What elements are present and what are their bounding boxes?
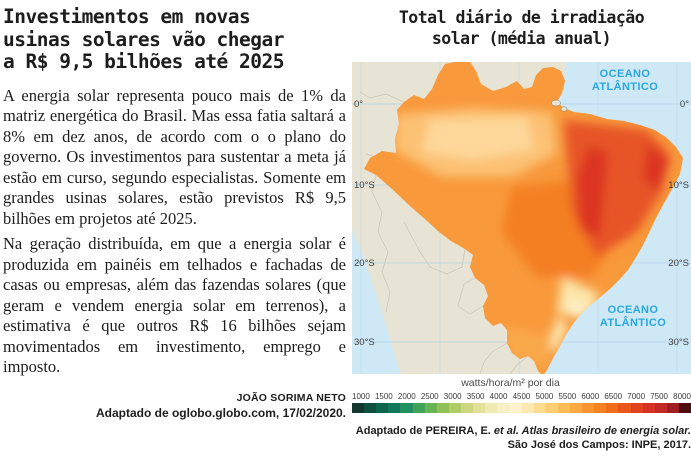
latitude-label: 20°S	[354, 258, 375, 269]
legend-color-segment	[424, 403, 437, 413]
legend-color-segment	[606, 403, 619, 413]
latitude-labels: 0° 10°S 20°S 30°S 0° 10°S 20°S 30°S	[354, 99, 689, 348]
legend-color-segment	[388, 403, 401, 413]
legend-color-segment	[642, 403, 655, 413]
legend-tick-label: 1000	[352, 392, 370, 401]
legend-color-segment	[497, 403, 510, 413]
article-title-line: usinas solares vão chegar	[3, 27, 285, 51]
legend-tick-label: 6500	[604, 392, 623, 401]
article-source-credit: Adaptado de oglobo.globo.com, 17/02/2020…	[95, 405, 346, 420]
legend-values: 1000 1500 2000 2500 3000 3500 4000 4500 5000 5500…	[352, 392, 691, 401]
legend-color-segment	[533, 403, 546, 413]
figure-title-line: Total diário de irradiação	[398, 8, 645, 27]
legend-color-segment	[630, 403, 643, 413]
legend-tick-label: 7000	[627, 392, 646, 401]
article-paragraph-1: A energia solar representa pouco mais de…	[3, 85, 346, 228]
figure-credit-italic: et al. Atlas brasileiro de energia solar…	[493, 425, 691, 437]
latitude-label: 10°S	[668, 180, 689, 191]
legend-tick-label: 1500	[374, 392, 393, 401]
latitude-label: 0°	[680, 99, 689, 110]
legend-color-segment	[460, 403, 474, 413]
legend-color-segment	[618, 403, 631, 413]
legend-color-segment	[509, 403, 522, 413]
legend-tick-label: 3000	[443, 392, 462, 401]
legend-tick-label: 7500	[650, 392, 668, 401]
legend-tick-label: 5000	[535, 392, 554, 401]
legend-color-segment	[448, 403, 461, 413]
figure-credit: Adaptado de PEREIRA, E. et al. Atlas bra…	[352, 425, 691, 452]
legend-color-segment	[400, 403, 413, 413]
ocean-atlantic-label-top: OCEANO ATLÂNTICO	[592, 68, 658, 93]
legend-color-segment	[352, 403, 365, 413]
amazon-delta-islands	[551, 99, 568, 112]
figure-column: Total diário de irradiação solar (média …	[352, 7, 691, 452]
legend-color-segment	[364, 403, 377, 413]
latitude-label: 30°S	[668, 337, 689, 348]
legend-color-segment	[594, 403, 607, 413]
figure-credit-line-1: Adaptado de PEREIRA, E. et al. Atlas bra…	[352, 425, 691, 439]
legend-color-segment	[545, 403, 558, 413]
country-borders	[359, 91, 529, 375]
legend-color-segment	[569, 403, 583, 413]
legend-color-segment	[678, 403, 691, 413]
legend-color-segment	[412, 403, 425, 413]
figure-title: Total diário de irradiação solar (média …	[352, 7, 691, 49]
map-container: OCEANO ATLÂNTICO OCEANO ATLÂNTICO 0° 10°…	[352, 62, 691, 376]
article-column: Investimentos em novas usinas solares vã…	[3, 5, 346, 420]
legend-tick-label: 6000	[581, 392, 600, 401]
legend-color-segment	[485, 403, 498, 413]
legend-color-segment	[666, 403, 679, 413]
legend-color-segment	[557, 403, 570, 413]
article-title-line: Investimentos em novas	[3, 5, 251, 28]
legend-color-segment	[376, 403, 389, 413]
legend-tick-label: 4000	[489, 392, 508, 401]
legend-color-bar	[352, 403, 691, 413]
brazil-irradiation-map: OCEANO ATLÂNTICO OCEANO ATLÂNTICO 0° 10°…	[352, 62, 691, 376]
ocean-label-line: ATLÂNTICO	[600, 316, 666, 329]
legend-tick-label: 2500	[420, 392, 439, 401]
latitude-label: 20°S	[668, 258, 689, 269]
ocean-label-line: ATLÂNTICO	[592, 80, 658, 93]
ocean-label-line: OCEANO	[608, 304, 659, 316]
legend-color-segment	[582, 403, 595, 413]
article-paragraph-2: Na geração distribuída, em que a energia…	[3, 234, 346, 376]
figure-credit-roman: Adaptado de PEREIRA, E.	[355, 425, 494, 437]
latitude-label: 0°	[354, 99, 363, 110]
figure-title-line: solar (média anual)	[431, 29, 612, 48]
legend-tick-label: 8000	[673, 392, 691, 401]
legend-color-segment	[436, 403, 449, 413]
article-title-line: a R$ 9,5 bilhões até 2025	[3, 50, 285, 73]
article-title: Investimentos em novas usinas solares vã…	[3, 5, 346, 74]
brazil-heatmap-shape	[364, 62, 683, 376]
irradiation-heat-blobs	[394, 108, 670, 370]
legend-tick-label: 2000	[397, 392, 416, 401]
ocean-atlantic-label-bottom: OCEANO ATLÂNTICO	[600, 304, 666, 329]
byline: JOÃO SORIMA NETO	[236, 391, 346, 404]
article-footer: JOÃO SORIMA NETO Adaptado de oglobo.glob…	[3, 392, 346, 420]
latitude-label: 30°S	[354, 337, 375, 348]
legend-color-segment	[521, 403, 534, 413]
legend-tick-label: 4500	[512, 392, 531, 401]
legend-color-segment	[654, 403, 667, 413]
legend-unit-label: watts/hora/m² por dia	[461, 377, 560, 389]
figure-credit-line-2: São José dos Campos: INPE, 2017.	[507, 438, 691, 451]
legend-color-segment	[473, 403, 486, 413]
ocean-label-line: OCEANO	[600, 68, 651, 80]
legend-tick-label: 5500	[558, 392, 577, 401]
latitude-label: 10°S	[354, 180, 375, 191]
legend-tick-label: 3500	[466, 392, 485, 401]
